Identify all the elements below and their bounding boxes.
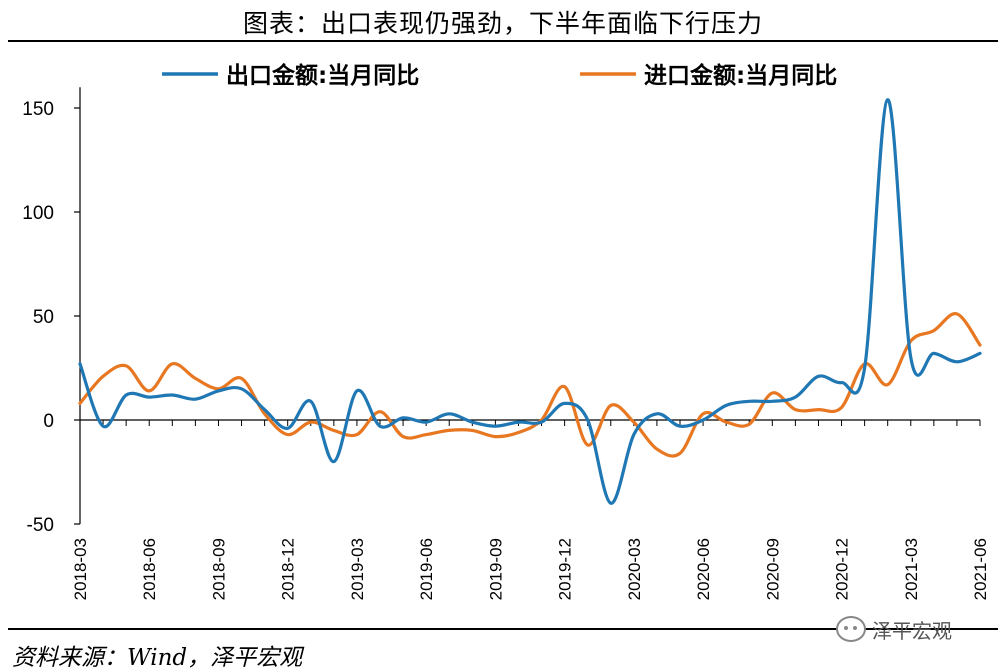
y-tick-label: 100 — [22, 203, 54, 224]
top-rule — [8, 40, 998, 42]
x-tick-label: 2019-09 — [486, 538, 505, 600]
export-yoy-line — [78, 98, 982, 505]
x-tick-label: 2019-06 — [417, 538, 436, 600]
watermark: 泽平宏观 — [836, 612, 952, 646]
legend-label: 进口金额:当月同比 — [644, 62, 837, 89]
x-tick-label: 2020-03 — [625, 538, 644, 600]
y-tick-label: -50 — [27, 515, 54, 536]
x-tick-label: 2018-06 — [140, 538, 159, 600]
x-tick-label: 2021-03 — [902, 538, 921, 600]
y-tick-label: 0 — [43, 411, 54, 432]
y-axis: -50 0 50 100 150 — [22, 87, 81, 536]
x-tick-label: 2021-06 — [971, 538, 990, 600]
series-layer — [78, 98, 982, 505]
import-yoy-line — [78, 312, 982, 458]
legend-label: 出口金额:当月同比 — [226, 62, 419, 89]
x-tick-label: 2018-03 — [71, 538, 90, 600]
chart-title: 图表：出口表现仍强劲，下半年面临下行压力 — [242, 9, 763, 38]
y-tick-label: 50 — [33, 307, 54, 328]
legend: 出口金额:当月同比 进口金额:当月同比 — [162, 62, 837, 89]
x-tick-label: 2019-12 — [556, 538, 575, 600]
x-tick-label: 2020-12 — [833, 538, 852, 600]
watermark-text: 泽平宏观 — [872, 618, 952, 643]
wechat-icon — [836, 616, 866, 642]
y-tick-label: 150 — [22, 99, 54, 120]
x-axis: 2018-03 2018-06 2018-09 2018-12 2019-03 2019-… — [71, 419, 990, 600]
x-tick-label: 2020-06 — [694, 538, 713, 600]
x-tick-label: 2018-09 — [209, 538, 228, 600]
source-note: 资料来源：Wind，泽平宏观 — [12, 645, 303, 671]
x-tick-label: 2020-09 — [763, 538, 782, 600]
bottom-rule — [8, 628, 998, 630]
x-tick-label: 2019-03 — [348, 538, 367, 600]
x-tick-label: 2018-12 — [279, 538, 298, 600]
